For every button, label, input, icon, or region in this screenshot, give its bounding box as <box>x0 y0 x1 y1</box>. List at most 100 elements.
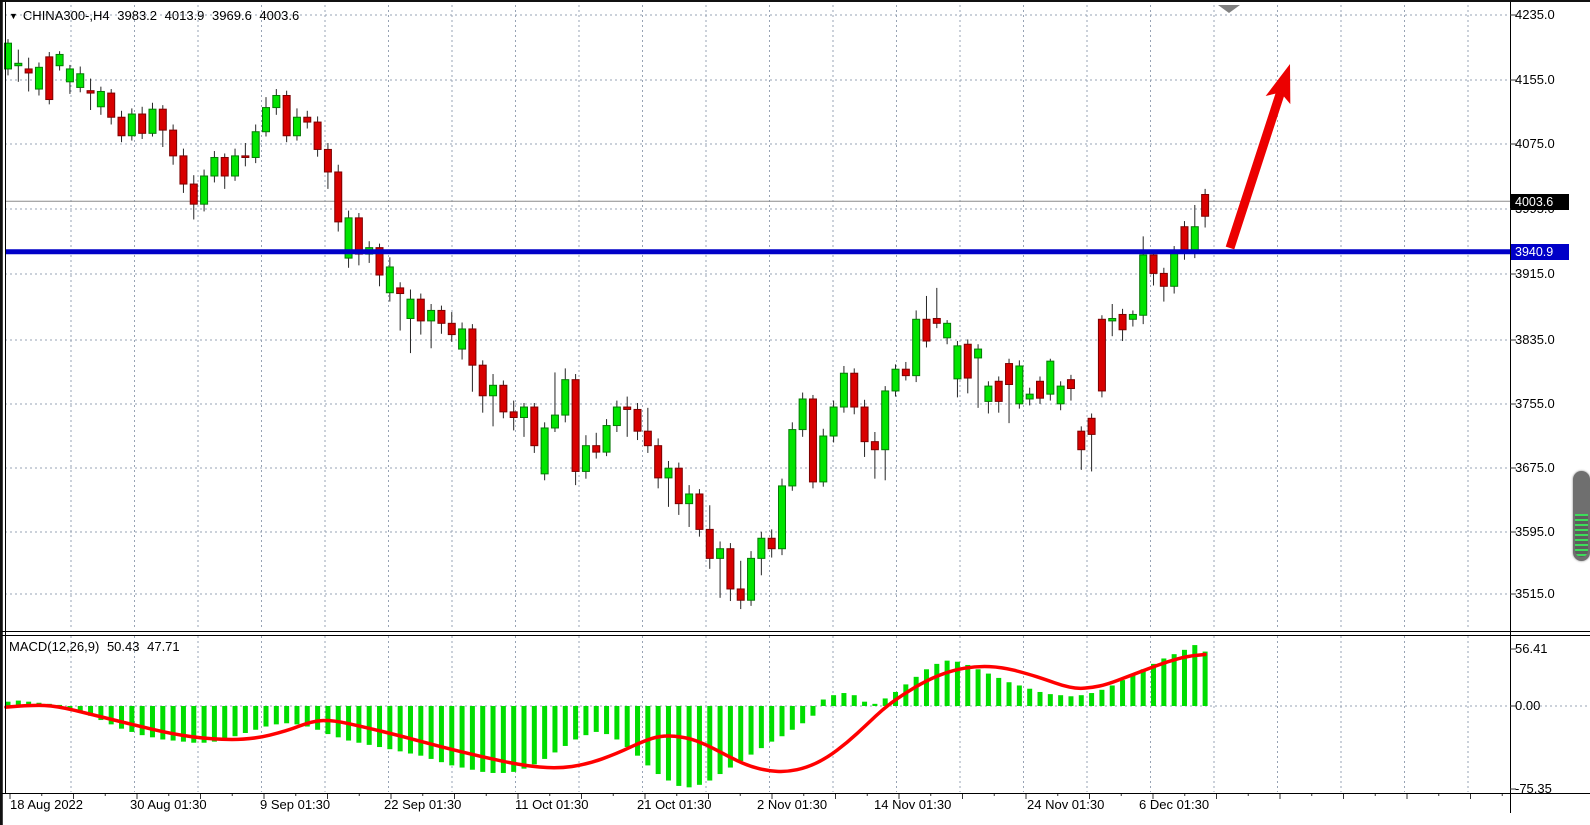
macd-bar <box>872 703 878 706</box>
candle-body <box>571 379 580 472</box>
candle-body <box>1180 226 1189 253</box>
candle-body <box>509 411 518 418</box>
candle-body <box>736 588 745 601</box>
macd-bar <box>160 706 166 740</box>
candle-body <box>241 155 250 158</box>
candle-body <box>767 537 776 550</box>
candle-body <box>1097 318 1106 392</box>
macd-bar <box>1192 645 1198 706</box>
macd-bar <box>170 706 176 741</box>
price-axis-label: 4235.0 <box>1515 7 1555 22</box>
macd-bar <box>562 706 568 746</box>
macd-bar <box>26 701 32 706</box>
macd-bar <box>655 706 661 775</box>
time-axis-label: 30 Aug 01:30 <box>130 797 207 812</box>
macd-bar <box>645 706 651 766</box>
macd-bar <box>397 706 403 752</box>
hline-price-badge: 3940.9 <box>1511 244 1569 260</box>
candle-body <box>292 116 301 137</box>
candle-body <box>705 528 714 559</box>
macd-bar <box>108 706 114 725</box>
candle-body <box>76 73 85 88</box>
candle-body <box>179 155 188 185</box>
candle-body <box>220 156 229 177</box>
candle-body <box>107 92 116 118</box>
macd-bar <box>1099 689 1105 706</box>
price-axis-label: 3835.0 <box>1515 332 1555 347</box>
macd-bar <box>934 663 940 706</box>
candle-body <box>953 345 962 380</box>
time-axis-label: 11 Oct 01:30 <box>515 797 589 812</box>
macd-bar <box>758 706 764 749</box>
macd-bar <box>149 706 155 738</box>
quote-high: 4013.9 <box>164 8 205 23</box>
trend-arrow-shaft[interactable] <box>1225 91 1285 250</box>
candle-body <box>1149 254 1158 274</box>
scrollbar-thumb[interactable] <box>1573 471 1590 561</box>
time-axis-label: 9 Sep 01:30 <box>260 797 331 812</box>
candle-body <box>963 343 972 379</box>
candle-body <box>303 116 312 123</box>
macd-bar <box>1109 685 1115 706</box>
candle-body <box>1190 226 1199 253</box>
quote-close: 4003.6 <box>259 8 300 23</box>
quote-open: 3983.2 <box>117 8 158 23</box>
candle-body <box>344 217 353 259</box>
candle-body <box>602 425 611 453</box>
candle-body <box>932 317 941 324</box>
candle-body <box>974 348 983 359</box>
candle-body <box>561 379 570 416</box>
macd-bar <box>129 706 135 732</box>
macd-bar <box>738 706 744 762</box>
macd-bar <box>511 706 517 772</box>
macd-bar <box>696 706 702 785</box>
macd-bar <box>5 701 11 706</box>
macd-label: MACD(12,26,9) <box>9 639 100 654</box>
macd-bar <box>211 706 217 742</box>
candle-body <box>396 287 405 295</box>
candle-body <box>1170 251 1179 287</box>
price-axis-label: 3755.0 <box>1515 396 1555 411</box>
macd-bar <box>294 706 300 725</box>
candle-body <box>313 121 322 150</box>
candle-body <box>581 445 590 472</box>
candle-body <box>117 116 126 137</box>
macd-bar <box>676 706 682 786</box>
macd-bar <box>965 664 971 706</box>
candle-body <box>158 108 167 131</box>
macd-bar <box>542 706 548 759</box>
macd-bar <box>800 706 806 724</box>
candle-body <box>148 108 157 134</box>
candle-body <box>643 430 652 447</box>
candle-body <box>943 322 952 339</box>
candle-body <box>169 129 178 157</box>
macd-bar <box>15 700 21 706</box>
candle-body <box>798 398 807 431</box>
macd-bar <box>686 706 692 788</box>
candle-body <box>870 441 879 451</box>
macd-indicator-header: MACD(12,26,9) 50.43 47.71 <box>9 639 184 654</box>
candle-body <box>1046 360 1055 395</box>
macd-bar <box>232 706 238 737</box>
candle-body <box>251 131 260 158</box>
macd-bar <box>449 706 455 766</box>
macd-bar <box>1047 694 1053 706</box>
candle-body <box>499 384 508 413</box>
candle-body <box>1201 194 1210 217</box>
price-axis-label: 3595.0 <box>1515 524 1555 539</box>
candle-body <box>778 485 786 550</box>
macd-bar <box>1006 682 1012 706</box>
macd-bar <box>923 669 929 706</box>
macd-bar <box>521 706 527 769</box>
candle-body <box>96 90 105 108</box>
macd-bar <box>418 706 424 756</box>
macd-bar <box>263 706 269 727</box>
macd-bar <box>727 706 733 768</box>
macd-bar <box>820 699 826 706</box>
collapse-triangle-icon[interactable]: ▼ <box>9 11 18 21</box>
candle-body <box>189 183 198 205</box>
candle-body <box>478 364 487 397</box>
candle-body <box>850 372 859 408</box>
shift-marker-triangle-icon <box>1218 5 1240 13</box>
